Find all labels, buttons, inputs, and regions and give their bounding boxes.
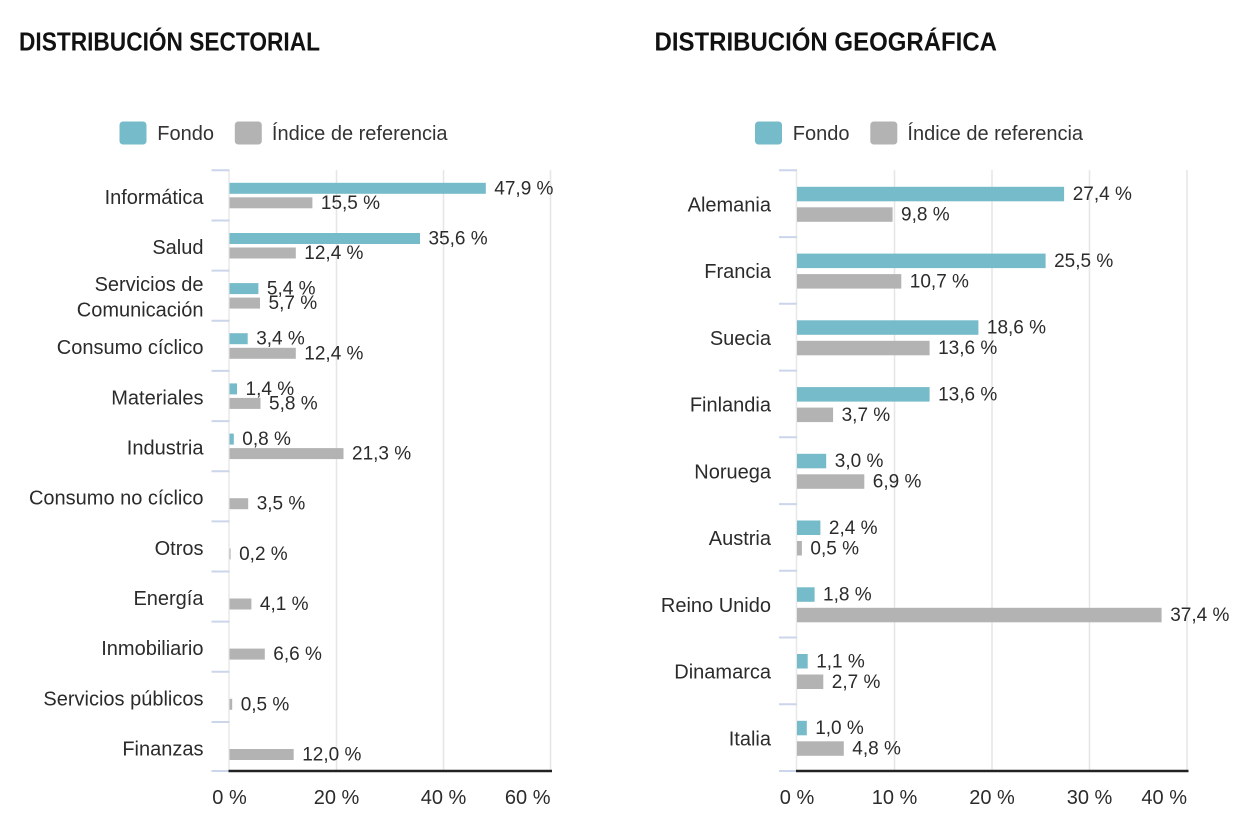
svg-text:Índice de referencia: Índice de referencia bbox=[907, 122, 1084, 145]
svg-text:Dinamarca: Dinamarca bbox=[674, 662, 772, 684]
svg-text:27,4 %: 27,4 % bbox=[1073, 184, 1132, 205]
svg-text:1,4 %: 1,4 % bbox=[246, 379, 295, 400]
svg-text:13,6 %: 13,6 % bbox=[938, 338, 997, 359]
svg-text:Materiales: Materiales bbox=[111, 387, 203, 409]
svg-text:5,8 %: 5,8 % bbox=[269, 393, 318, 414]
svg-text:2,7 %: 2,7 % bbox=[832, 672, 881, 693]
svg-text:Italia: Italia bbox=[729, 728, 772, 750]
svg-text:6,9 %: 6,9 % bbox=[873, 472, 922, 493]
svg-text:Industria: Industria bbox=[127, 438, 205, 460]
svg-text:3,0 %: 3,0 % bbox=[835, 451, 884, 472]
svg-text:Noruega: Noruega bbox=[694, 461, 772, 483]
svg-text:60 %: 60 % bbox=[505, 787, 551, 809]
svg-text:30 %: 30 % bbox=[1067, 787, 1113, 809]
svg-text:1,0 %: 1,0 % bbox=[815, 718, 864, 739]
svg-text:12,4 %: 12,4 % bbox=[304, 243, 363, 264]
svg-text:18,6 %: 18,6 % bbox=[987, 318, 1046, 339]
svg-text:3,7 %: 3,7 % bbox=[842, 405, 891, 426]
svg-text:40 %: 40 % bbox=[421, 787, 467, 809]
svg-text:40 %: 40 % bbox=[1141, 787, 1187, 809]
svg-text:Otros: Otros bbox=[155, 538, 204, 560]
svg-text:13,6 %: 13,6 % bbox=[938, 384, 997, 405]
svg-text:1,8 %: 1,8 % bbox=[823, 585, 872, 606]
svg-text:Finlandia: Finlandia bbox=[690, 395, 772, 417]
svg-text:DISTRIBUCIÓN GEOGRÁFICA: DISTRIBUCIÓN GEOGRÁFICA bbox=[655, 27, 998, 57]
svg-text:Fondo: Fondo bbox=[793, 123, 850, 145]
svg-text:Reino Unido: Reino Unido bbox=[661, 595, 771, 617]
svg-text:0,5 %: 0,5 % bbox=[241, 694, 290, 715]
svg-text:10 %: 10 % bbox=[872, 787, 918, 809]
svg-text:3,5 %: 3,5 % bbox=[257, 494, 306, 515]
svg-text:Servicios públicos: Servicios públicos bbox=[43, 688, 203, 710]
svg-text:Consumo no cíclico: Consumo no cíclico bbox=[29, 488, 204, 510]
svg-text:20 %: 20 % bbox=[969, 787, 1015, 809]
svg-text:25,5 %: 25,5 % bbox=[1054, 251, 1113, 272]
svg-text:6,6 %: 6,6 % bbox=[273, 644, 322, 665]
svg-text:20 %: 20 % bbox=[314, 787, 360, 809]
svg-text:Salud: Salud bbox=[152, 237, 203, 259]
svg-text:Alemania: Alemania bbox=[688, 194, 772, 216]
svg-text:Austria: Austria bbox=[709, 528, 772, 550]
svg-text:Suecia: Suecia bbox=[710, 328, 772, 350]
svg-text:Consumo cíclico: Consumo cíclico bbox=[57, 337, 204, 359]
svg-text:Finanzas: Finanzas bbox=[122, 739, 203, 761]
svg-text:Francia: Francia bbox=[704, 261, 772, 283]
svg-text:2,4 %: 2,4 % bbox=[829, 518, 878, 539]
svg-text:DISTRIBUCIÓN SECTORIAL: DISTRIBUCIÓN SECTORIAL bbox=[19, 27, 320, 57]
svg-text:0 %: 0 % bbox=[212, 787, 247, 809]
svg-text:Servicios de: Servicios de bbox=[95, 274, 204, 296]
svg-text:Comunicación: Comunicación bbox=[77, 300, 204, 322]
svg-text:Fondo: Fondo bbox=[157, 123, 214, 145]
svg-text:3,4 %: 3,4 % bbox=[256, 329, 305, 350]
svg-text:Informática: Informática bbox=[105, 187, 205, 209]
svg-text:37,4 %: 37,4 % bbox=[1170, 605, 1229, 626]
svg-text:12,4 %: 12,4 % bbox=[304, 343, 363, 364]
svg-text:4,1 %: 4,1 % bbox=[260, 594, 309, 615]
svg-text:Energía: Energía bbox=[133, 588, 204, 610]
svg-text:0,8 %: 0,8 % bbox=[242, 429, 291, 450]
svg-text:35,6 %: 35,6 % bbox=[429, 229, 488, 250]
svg-text:5,4 %: 5,4 % bbox=[267, 279, 316, 300]
svg-text:47,9 %: 47,9 % bbox=[494, 178, 553, 199]
svg-text:15,5 %: 15,5 % bbox=[321, 193, 380, 214]
svg-text:21,3 %: 21,3 % bbox=[352, 444, 411, 465]
svg-text:0,2 %: 0,2 % bbox=[239, 544, 288, 565]
svg-text:0,5 %: 0,5 % bbox=[810, 538, 859, 559]
svg-text:5,7 %: 5,7 % bbox=[269, 293, 318, 314]
svg-text:Índice de referencia: Índice de referencia bbox=[272, 122, 449, 145]
svg-text:10,7 %: 10,7 % bbox=[910, 271, 969, 292]
svg-text:9,8 %: 9,8 % bbox=[901, 205, 950, 226]
svg-text:4,8 %: 4,8 % bbox=[852, 739, 901, 760]
svg-text:0 %: 0 % bbox=[780, 787, 815, 809]
svg-text:12,0 %: 12,0 % bbox=[302, 745, 361, 766]
svg-text:1,1 %: 1,1 % bbox=[816, 651, 865, 672]
svg-text:Inmobiliario: Inmobiliario bbox=[101, 638, 203, 660]
